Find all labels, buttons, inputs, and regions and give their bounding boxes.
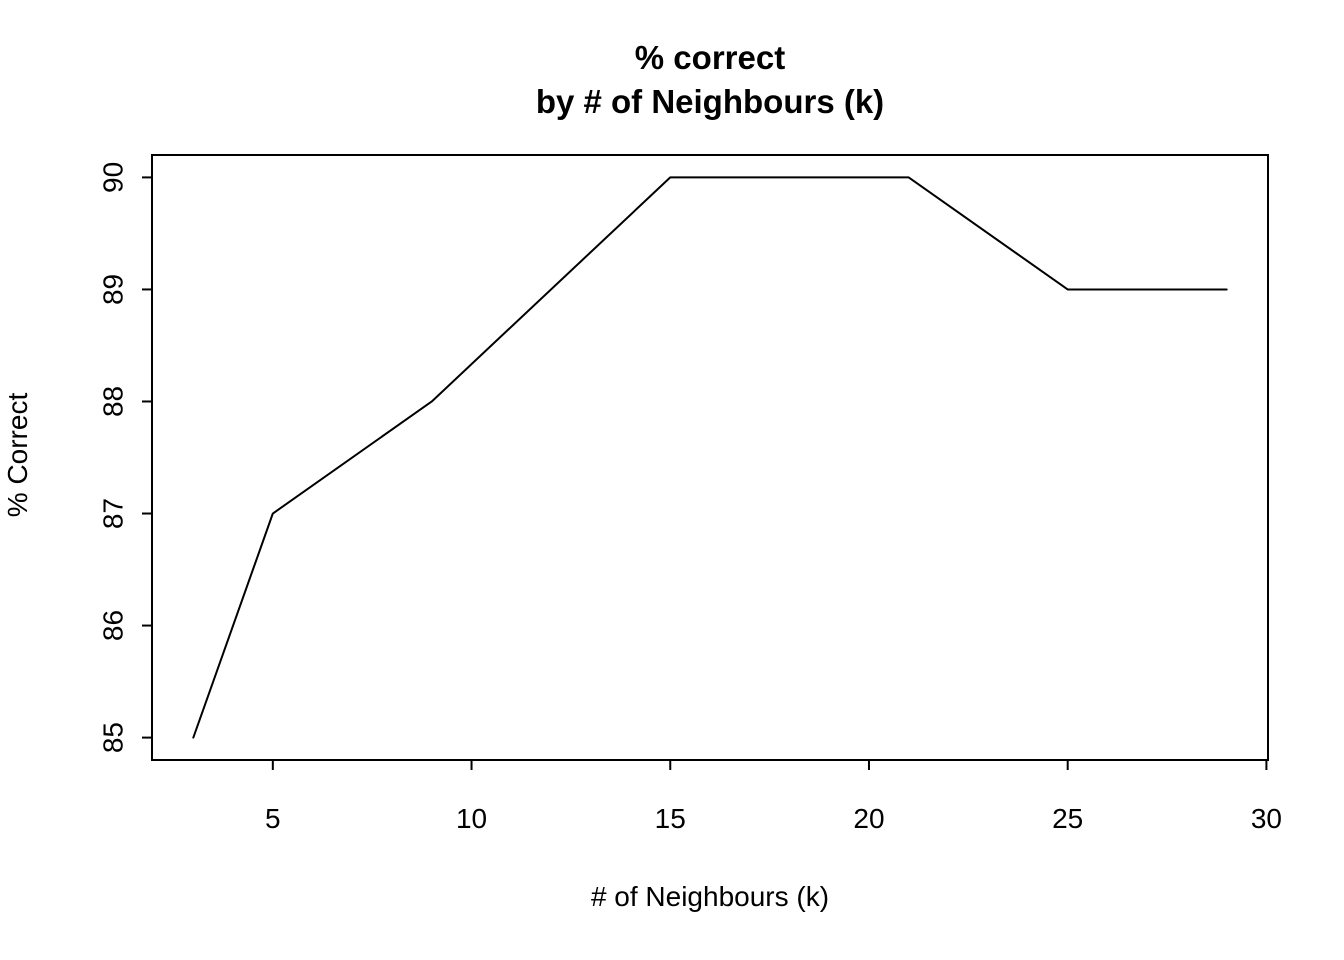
chart-title-line1: % correct: [635, 39, 785, 76]
x-axis-title: # of Neighbours (k): [591, 881, 829, 912]
chart-title-line2: by # of Neighbours (k): [536, 83, 884, 120]
plot-area: [151, 154, 1269, 761]
y-tick-label: 86: [98, 610, 129, 641]
data-line: [192, 176, 1228, 739]
y-tick-label: 89: [98, 274, 129, 305]
x-tick-label: 30: [1251, 803, 1282, 834]
x-tick-label: 5: [265, 803, 281, 834]
y-axis-title: % Correct: [2, 393, 33, 518]
x-tick-label: 15: [655, 803, 686, 834]
x-tick-label: 25: [1052, 803, 1083, 834]
y-tick-label: 88: [98, 386, 129, 417]
y-tick-label: 90: [98, 162, 129, 193]
x-tick-label: 20: [853, 803, 884, 834]
x-tick-label: 10: [456, 803, 487, 834]
accuracy-line: [192, 176, 1228, 739]
y-tick-label: 85: [98, 722, 129, 753]
y-tick-label: 87: [98, 498, 129, 529]
axis-ticks: 5 10 15 20 25 30 85 86 87 88 89 90: [98, 162, 1282, 834]
